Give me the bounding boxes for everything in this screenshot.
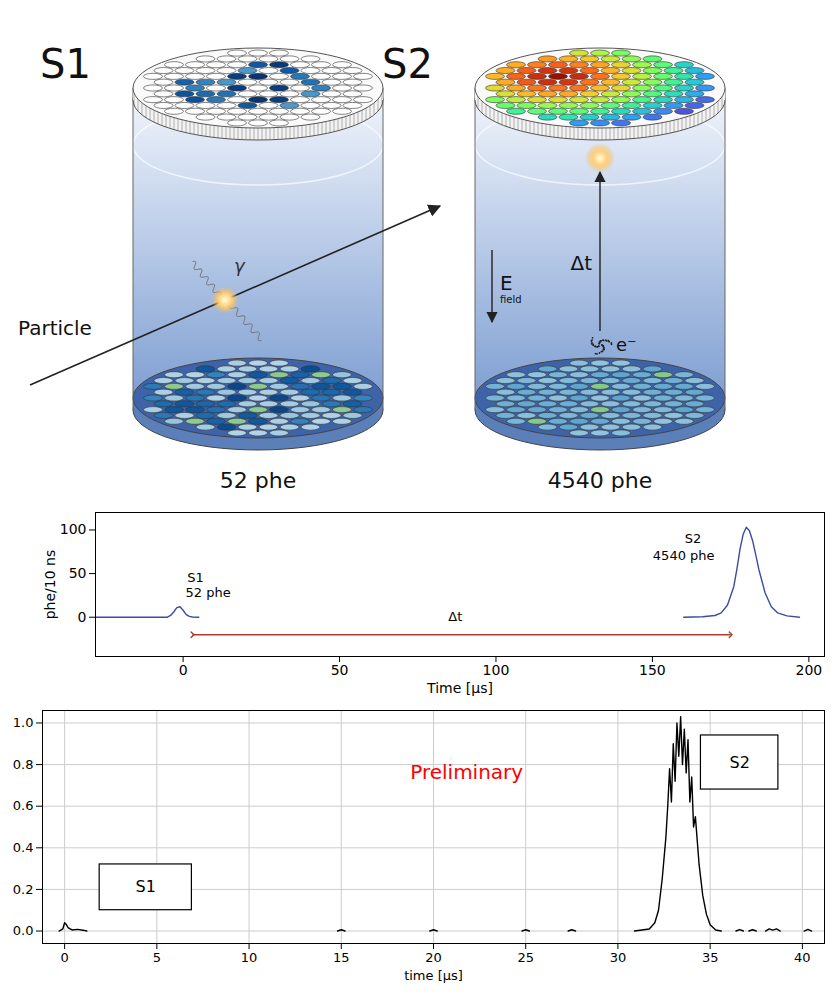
- svg-text:100: 100: [483, 662, 510, 678]
- svg-text:30: 30: [610, 950, 627, 965]
- svg-text:150: 150: [639, 662, 666, 678]
- svg-text:Δt: Δt: [448, 609, 462, 624]
- svg-text:35: 35: [702, 950, 719, 965]
- svg-text:1.0: 1.0: [13, 715, 34, 730]
- svg-text:S2: S2: [685, 531, 702, 546]
- svg-text:0.0: 0.0: [13, 923, 34, 938]
- svg-text:Preliminary: Preliminary: [410, 760, 523, 784]
- svg-text:20: 20: [425, 950, 442, 965]
- svg-text:52 phe: 52 phe: [186, 585, 231, 600]
- svg-text:100: 100: [60, 521, 87, 537]
- svg-text:0: 0: [78, 609, 87, 625]
- svg-text:S1: S1: [40, 41, 91, 87]
- svg-text:e⁻: e⁻: [616, 334, 637, 355]
- svg-text:S2: S2: [382, 41, 433, 87]
- svg-text:15: 15: [333, 950, 350, 965]
- svg-text:γ: γ: [234, 255, 246, 276]
- svg-text:0.2: 0.2: [13, 882, 34, 897]
- svg-text:Δt: Δt: [570, 251, 592, 275]
- svg-text:Time [μs]: Time [μs]: [426, 680, 493, 696]
- svg-text:10: 10: [241, 950, 258, 965]
- svg-text:4540 phe: 4540 phe: [548, 468, 652, 493]
- svg-text:25: 25: [517, 950, 534, 965]
- svg-text:40: 40: [794, 950, 811, 965]
- svg-text:S1: S1: [187, 570, 204, 585]
- svg-text:0.4: 0.4: [13, 840, 34, 855]
- svg-text:0: 0: [179, 662, 188, 678]
- svg-text:Particle: Particle: [18, 316, 92, 340]
- svg-text:0: 0: [60, 950, 68, 965]
- svg-text:50: 50: [69, 565, 87, 581]
- svg-text:S1: S1: [136, 877, 156, 896]
- svg-text:phe/10 ns: phe/10 ns: [42, 550, 58, 620]
- svg-text:S2: S2: [729, 753, 749, 772]
- svg-text:field: field: [500, 294, 522, 305]
- svg-text:52 phe: 52 phe: [220, 468, 296, 493]
- svg-text:0.8: 0.8: [13, 757, 34, 772]
- svg-text:5: 5: [153, 950, 161, 965]
- svg-text:E: E: [500, 271, 513, 295]
- svg-text:time [μs]: time [μs]: [404, 968, 463, 983]
- svg-text:4540 phe: 4540 phe: [653, 548, 715, 563]
- svg-text:50: 50: [331, 662, 349, 678]
- svg-text:200: 200: [795, 662, 822, 678]
- svg-text:0.6: 0.6: [13, 798, 34, 813]
